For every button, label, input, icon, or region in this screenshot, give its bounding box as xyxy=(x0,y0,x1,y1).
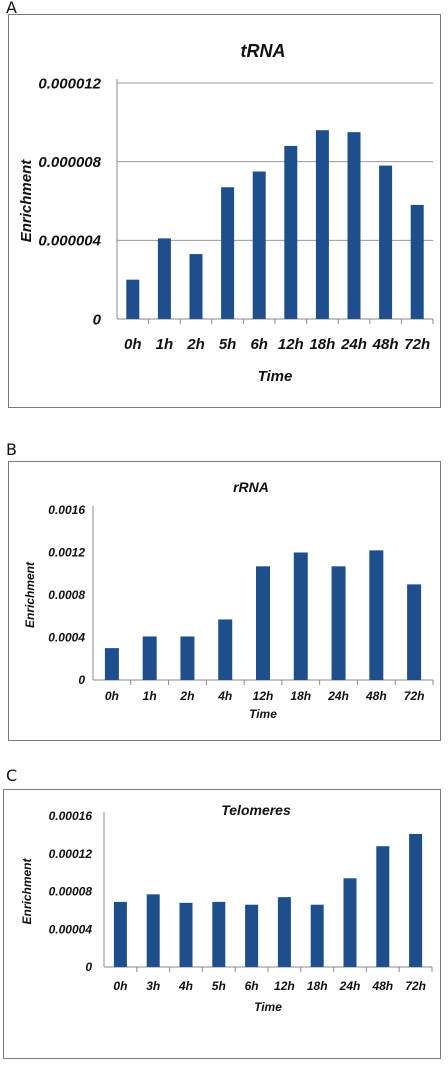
x-tick-label: 48h xyxy=(372,336,399,353)
x-tick-label: 3h xyxy=(146,979,160,993)
x-tick-label: 5h xyxy=(212,979,226,993)
bar-48h xyxy=(379,165,393,319)
y-tick-label: 0.000004 xyxy=(38,233,101,250)
x-tick-label: 0h xyxy=(113,979,127,993)
bar-0h xyxy=(126,279,140,319)
y-tick-label: 0.00016 xyxy=(49,809,93,823)
x-tick-label: 72h xyxy=(404,336,430,353)
chart-title: Telomeres xyxy=(221,802,291,818)
x-tick-label: 0h xyxy=(124,336,142,353)
y-axis-label: Enrichment xyxy=(23,561,37,628)
x-tick-label: 12h xyxy=(278,336,304,353)
x-tick-label: 72h xyxy=(405,979,426,993)
chart-title: rRNA xyxy=(233,479,269,495)
y-tick-label: 0.00008 xyxy=(49,885,93,899)
bar-1h xyxy=(157,238,171,319)
bar-4h xyxy=(179,902,193,967)
bar-24h xyxy=(343,878,357,967)
x-tick-label: 6h xyxy=(245,979,259,993)
y-axis-label: Enrichment xyxy=(18,159,35,243)
bar-12h xyxy=(256,566,270,680)
bar-72h xyxy=(409,833,423,967)
bar-24h xyxy=(331,566,346,680)
bar-5h xyxy=(212,901,226,967)
bar-18h xyxy=(293,552,308,680)
y-tick-label: 0.000008 xyxy=(38,154,101,171)
bar-5h xyxy=(221,187,235,319)
x-tick-label: 24h xyxy=(340,336,367,353)
bar-18h xyxy=(310,904,324,967)
x-tick-label: 12h xyxy=(274,979,295,993)
panel-letter-a: A xyxy=(6,0,17,17)
bar-1h xyxy=(142,636,157,680)
bar-72h xyxy=(407,584,422,680)
x-tick-label: 18h xyxy=(307,979,328,993)
panel-letter-c: C xyxy=(6,766,18,785)
rrna-bar-chart: rRNA 0 0.0004 0.0008 0.0012 0.0016 0h 1h 2h 4h 12h… xyxy=(23,479,434,721)
y-tick-label: 0.0016 xyxy=(48,503,85,517)
x-tick-label: 6h xyxy=(250,336,268,353)
telomeres-bar-chart: Telomeres 0 0.00004 0.00008 0.00012 0.00016 0h… xyxy=(20,802,433,1014)
y-tick-label: 0 xyxy=(93,311,102,328)
bar-3h xyxy=(146,894,160,967)
x-tick-label: 4h xyxy=(217,689,232,703)
y-tick-label: 0 xyxy=(78,673,85,687)
x-tick-label: 4h xyxy=(178,979,193,993)
bar-48h xyxy=(369,550,384,680)
x-tick-label: 12h xyxy=(253,689,274,703)
x-axis-label: Time xyxy=(254,1000,282,1014)
chart-panel-telomeres: Telomeres 0 0.00004 0.00008 0.00012 0.00016 0h… xyxy=(3,789,441,1059)
y-axis-label: Enrichment xyxy=(20,857,34,924)
y-tick-label: 0.0004 xyxy=(48,631,85,645)
x-tick-label: 2h xyxy=(179,689,194,703)
x-tick-label: 1h xyxy=(156,336,174,353)
bar-18h xyxy=(315,130,329,319)
x-axis-label: Time xyxy=(258,368,293,385)
x-tick-label: 24h xyxy=(327,689,349,703)
x-tick-label: 2h xyxy=(186,336,205,353)
x-tick-label: 0h xyxy=(105,689,119,703)
bar-12h xyxy=(284,145,298,319)
chart-title: tRNA xyxy=(241,41,286,61)
y-tick-label: 0.00012 xyxy=(49,847,93,861)
bar-0h xyxy=(113,901,127,967)
bar-2h xyxy=(189,254,203,319)
x-tick-label: 24h xyxy=(339,979,361,993)
bar-2h xyxy=(180,636,195,680)
x-tick-label: 5h xyxy=(219,336,237,353)
bar-0h xyxy=(104,648,119,680)
y-tick-label: 0 xyxy=(85,960,92,974)
y-tick-label: 0.000012 xyxy=(38,75,101,92)
x-tick-label: 18h xyxy=(290,689,311,703)
trna-bar-chart: tRNA 0 0.000004 0.000008 0.000012 0h 1h 2h 5h 6h 1… xyxy=(18,41,434,385)
x-tick-label: 72h xyxy=(404,689,425,703)
x-tick-label: 48h xyxy=(365,689,387,703)
x-axis-label: Time xyxy=(249,707,277,721)
x-tick-label: 18h xyxy=(309,336,335,353)
y-tick-label: 0.0008 xyxy=(48,588,85,602)
bar-6h xyxy=(252,171,266,319)
y-tick-label: 0.00004 xyxy=(49,922,93,936)
bar-24h xyxy=(347,132,361,319)
chart-panel-trna: tRNA 0 0.000004 0.000008 0.000012 0h 1h 2h 5h 6h 1… xyxy=(8,14,441,408)
panel-letter-b: B xyxy=(6,440,17,459)
x-tick-label: 48h xyxy=(371,979,393,993)
bar-72h xyxy=(410,204,424,319)
bar-12h xyxy=(277,897,291,967)
bar-6h xyxy=(245,904,259,967)
chart-panel-rrna: rRNA 0 0.0004 0.0008 0.0012 0.0016 0h 1h 2h 4h 12h… xyxy=(8,461,441,741)
x-tick-label: 1h xyxy=(143,689,157,703)
bar-48h xyxy=(376,846,390,967)
y-tick-label: 0.0012 xyxy=(48,546,85,560)
bar-4h xyxy=(218,619,233,680)
